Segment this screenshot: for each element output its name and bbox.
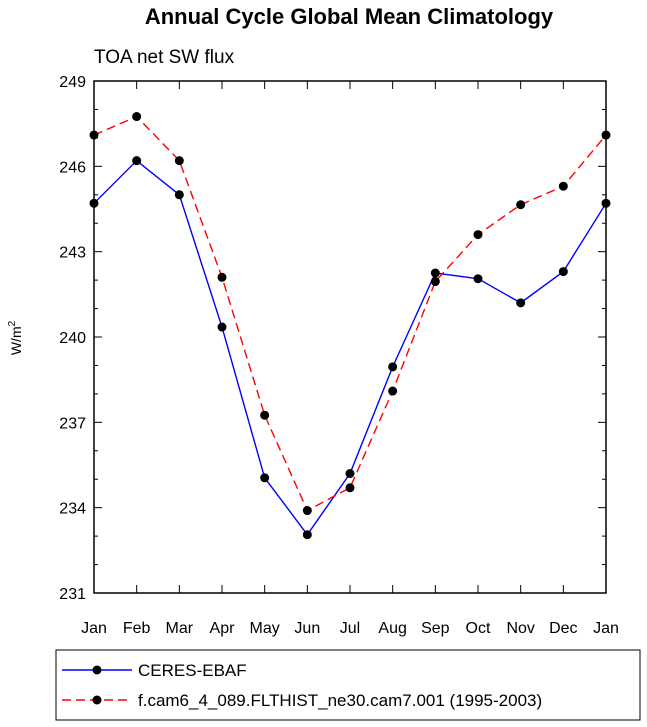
series-line	[93, 115, 607, 512]
y-tick-label: 240	[59, 330, 86, 347]
data-point	[516, 298, 526, 308]
legend-entry-1: CERES-EBAF	[62, 661, 247, 680]
data-point	[174, 156, 184, 166]
x-tick-label: Oct	[466, 620, 491, 637]
data-point	[302, 506, 312, 516]
data-point	[302, 530, 312, 540]
x-tick-label: Mar	[166, 620, 194, 637]
data-point	[132, 112, 142, 122]
data-point	[89, 130, 99, 140]
chart-title: Annual Cycle Global Mean Climatology	[145, 4, 554, 29]
data-point	[132, 156, 142, 166]
y-tick-label: 249	[59, 74, 86, 91]
y-axis-label-main: W/m	[8, 326, 24, 355]
y-axis-label-superscript: 2	[7, 320, 18, 326]
x-tick-label: Dec	[549, 620, 577, 637]
data-point	[217, 272, 227, 282]
plot-area-frame	[93, 80, 607, 594]
series-2	[89, 112, 611, 516]
data-point	[260, 473, 270, 483]
data-point	[174, 190, 184, 200]
series-line	[93, 159, 607, 536]
data-point	[430, 277, 440, 287]
x-tick-label: Sep	[421, 620, 450, 637]
legend-label: CERES-EBAF	[138, 661, 247, 680]
data-point	[473, 230, 483, 240]
x-tick-label: Jan	[593, 620, 619, 637]
data-point	[601, 130, 611, 140]
data-point	[516, 200, 526, 210]
data-point	[388, 386, 398, 396]
data-point	[558, 181, 568, 191]
data-point	[558, 267, 568, 277]
data-point	[345, 483, 355, 493]
x-tick-label: Aug	[378, 620, 406, 637]
legend-marker	[92, 665, 102, 675]
x-tick-label: Feb	[123, 620, 151, 637]
y-tick-label: 231	[59, 586, 86, 603]
legend-label: f.cam6_4_089.FLTHIST_ne30.cam7.001 (1995…	[138, 691, 542, 710]
legend-marker	[92, 695, 102, 705]
x-tick-label: Apr	[210, 620, 236, 637]
series-1	[89, 156, 611, 540]
data-point	[260, 410, 270, 420]
x-tick-label: Jul	[340, 620, 360, 637]
x-tick-label: Jun	[294, 620, 320, 637]
svg-text:W/m2: W/m2	[7, 320, 24, 355]
y-tick-label: 234	[59, 501, 86, 518]
y-tick-label: 237	[59, 415, 86, 432]
data-point	[89, 198, 99, 208]
legend-box	[55, 649, 641, 721]
data-point	[388, 362, 398, 372]
x-tick-label: May	[250, 620, 280, 637]
y-tick-label: 243	[59, 245, 86, 262]
data-point	[430, 268, 440, 278]
chart-subtitle: TOA net SW flux	[94, 47, 235, 68]
x-tick-label: Jan	[81, 620, 107, 637]
data-point	[601, 198, 611, 208]
data-point	[345, 469, 355, 479]
y-tick-label: 246	[59, 159, 86, 176]
data-point	[473, 274, 483, 284]
y-axis-label: W/m2	[7, 320, 24, 355]
x-tick-label: Nov	[506, 620, 534, 637]
data-point	[217, 322, 227, 332]
legend-entry-2: f.cam6_4_089.FLTHIST_ne30.cam7.001 (1995…	[62, 691, 542, 710]
